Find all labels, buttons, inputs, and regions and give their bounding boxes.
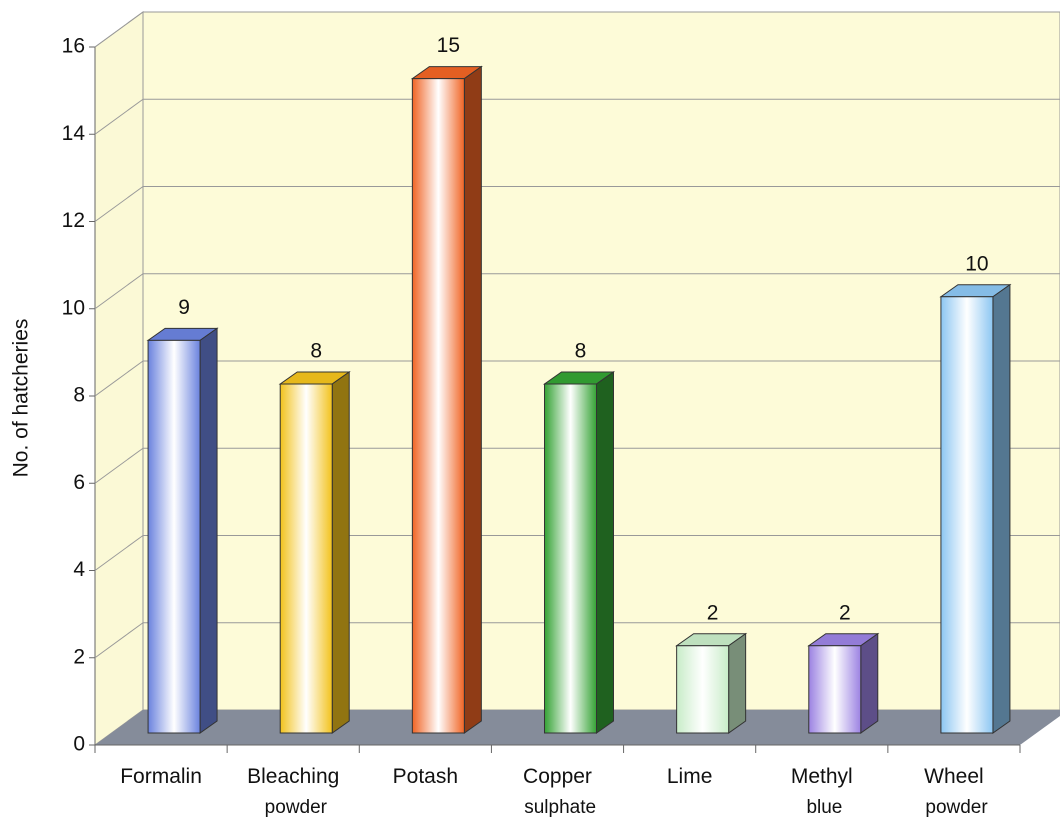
grid-line [94,186,144,222]
y-tick-label: 14 [62,122,86,145]
value-label: 10 [965,252,988,275]
grid-line [94,447,144,484]
y-tick-label: 4 [73,558,85,581]
bar-side [992,283,1011,734]
y-tick-label: 6 [73,471,85,494]
grid-line [94,535,144,571]
value-label: 8 [310,340,322,363]
bar-side [596,371,614,734]
grid-line [94,98,144,135]
bar [676,645,730,734]
x-tick-label: Wheel powder [920,765,988,818]
value-label: 2 [839,601,851,624]
value-label: 8 [575,340,587,363]
y-tick-label: 8 [73,384,85,407]
x-tick-label: Copper sulphate [519,765,596,818]
bar [411,78,465,734]
value-label: 9 [178,296,190,319]
x-tick-label: Potash [393,765,458,788]
grid-line [94,11,144,48]
x-tick-label: Lime [667,765,713,788]
y-tick-label: 10 [62,296,85,319]
bar-side [860,632,879,734]
y-tick-label: 2 [73,645,85,668]
bar-side [199,327,218,734]
grid-line [94,360,144,397]
x-tick-label: Methyl blue [791,765,853,818]
bar [940,296,994,734]
y-axis-label: No. of hatcheries [10,319,33,478]
x-tick-label: Bleaching powder [247,765,339,818]
bar-side [728,632,747,734]
bar [544,383,597,734]
grid-line [94,273,144,310]
grid-line [94,622,144,659]
bar [808,645,862,734]
bar [147,339,201,734]
y-tick-label: 0 [73,733,85,756]
value-label: 2 [707,601,719,624]
y-tick-label: 16 [62,35,85,58]
bar [279,383,333,734]
bar-side [463,65,482,734]
y-tick-label: 12 [62,209,85,232]
x-tick-label: Formalin [120,765,202,788]
bar-side [331,371,350,734]
value-label: 15 [437,34,460,57]
